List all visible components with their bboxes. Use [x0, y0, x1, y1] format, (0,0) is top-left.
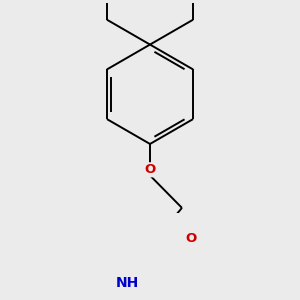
Text: O: O — [186, 232, 197, 245]
Text: O: O — [144, 163, 156, 176]
Text: NH: NH — [116, 276, 139, 290]
